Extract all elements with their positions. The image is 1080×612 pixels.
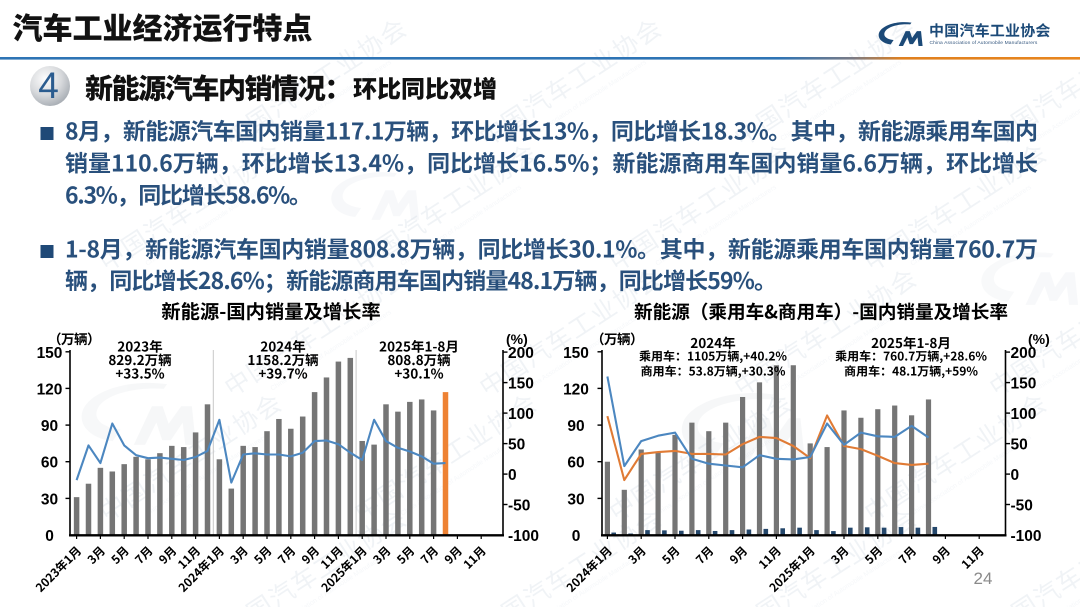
svg-text:China Association of Automobil: China Association of Automobile Manufact… xyxy=(930,40,1038,46)
svg-text:200: 200 xyxy=(1011,345,1037,362)
svg-text:150: 150 xyxy=(508,376,534,393)
svg-text:0: 0 xyxy=(45,528,54,545)
svg-text:-50: -50 xyxy=(508,498,530,515)
svg-text:(%): (%) xyxy=(506,331,528,347)
svg-text:150: 150 xyxy=(37,345,63,362)
svg-text:4: 4 xyxy=(38,65,59,106)
svg-text:30: 30 xyxy=(41,491,58,508)
svg-text:(%): (%) xyxy=(1028,331,1050,347)
svg-text:0: 0 xyxy=(1011,467,1020,484)
svg-text:60: 60 xyxy=(41,455,58,472)
svg-text:120: 120 xyxy=(37,381,63,398)
svg-text:100: 100 xyxy=(508,406,534,423)
svg-text:60: 60 xyxy=(567,455,584,472)
svg-text:30: 30 xyxy=(567,491,584,508)
svg-text:50: 50 xyxy=(1011,437,1028,454)
svg-text:24: 24 xyxy=(974,569,993,588)
svg-text:100: 100 xyxy=(1011,406,1037,423)
svg-text:90: 90 xyxy=(567,418,584,435)
svg-text:120: 120 xyxy=(563,381,589,398)
svg-text:150: 150 xyxy=(563,345,589,362)
svg-text:-100: -100 xyxy=(1011,528,1042,545)
svg-text:0: 0 xyxy=(572,528,581,545)
svg-text:90: 90 xyxy=(41,418,58,435)
svg-text:200: 200 xyxy=(508,345,534,362)
svg-text:0: 0 xyxy=(508,467,517,484)
svg-text:-50: -50 xyxy=(1011,498,1033,515)
svg-text:50: 50 xyxy=(508,437,525,454)
svg-text:-100: -100 xyxy=(508,528,539,545)
svg-text:150: 150 xyxy=(1011,376,1037,393)
